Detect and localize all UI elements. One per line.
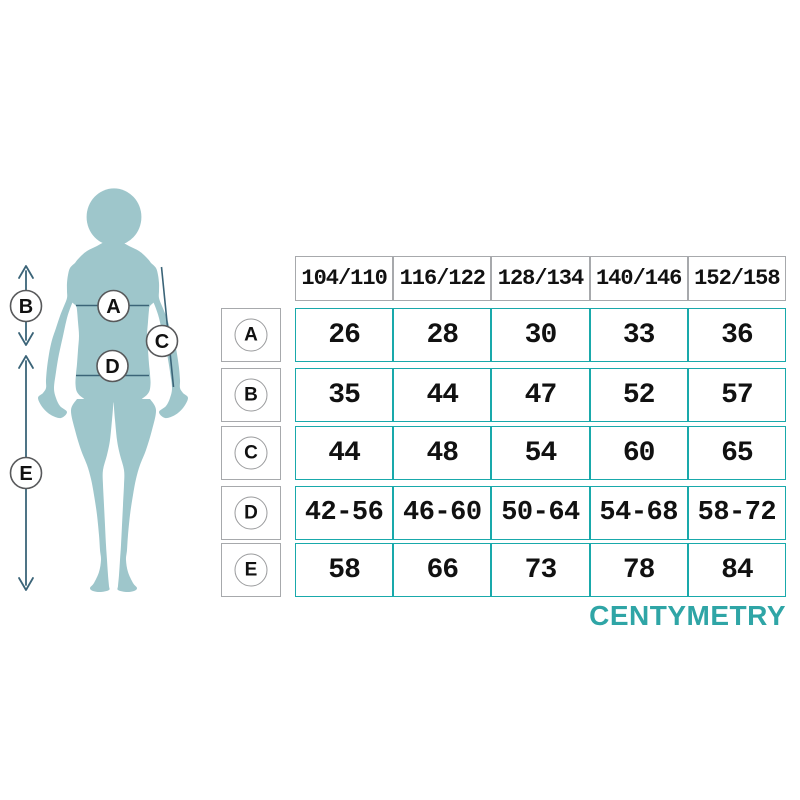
svg-text:C: C bbox=[155, 331, 169, 353]
svg-text:E: E bbox=[19, 463, 32, 485]
svg-text:A: A bbox=[106, 296, 120, 318]
svg-text:B: B bbox=[19, 296, 33, 318]
svg-text:D: D bbox=[105, 356, 119, 378]
